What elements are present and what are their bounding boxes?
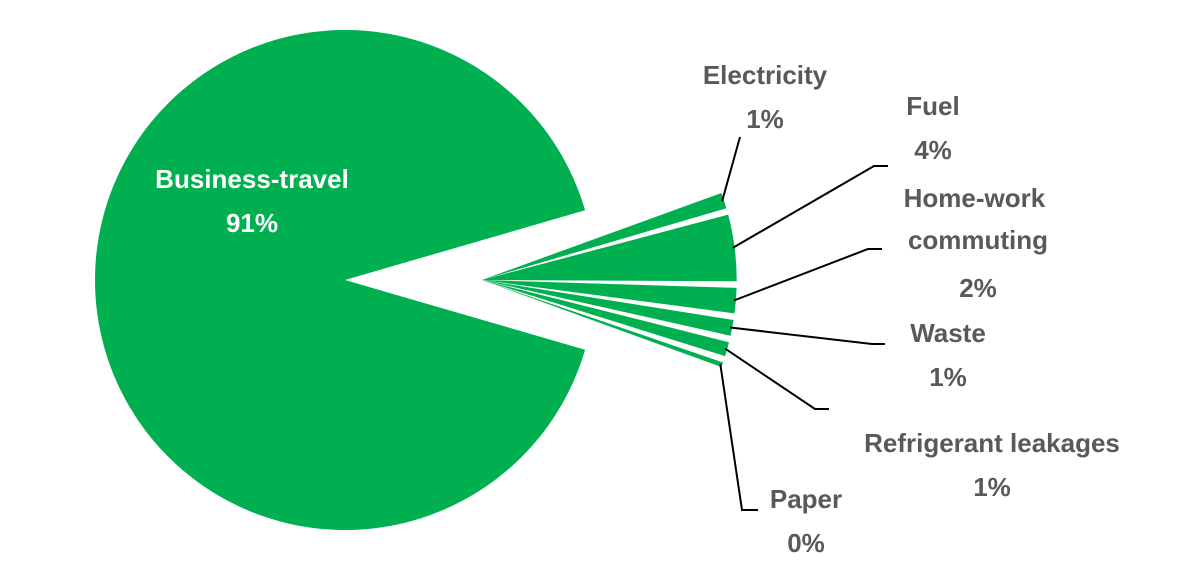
label-waste-percent: 1% [929,362,967,392]
label-waste: Waste 1% [910,318,986,392]
leader-line-paper [719,363,758,511]
slice-fuel [481,214,737,282]
leader-lines [719,136,888,511]
label-business-travel: Business-travel 91% [155,164,349,238]
label-business-travel-percent: 91% [226,208,278,238]
label-home-work-commuting: Home-work commuting 2% [904,183,1053,303]
slice-electricity [481,192,727,280]
leader-line-refrigerant-leakages [724,347,829,410]
label-refrigerant-leakages: Refrigerant leakages 1% [864,428,1120,502]
label-paper-name: Paper [770,484,842,514]
slice-waste [481,280,734,336]
slice-refrigerant-leakages [481,280,729,357]
pie-slices [94,29,737,531]
label-electricity-name: Electricity [703,60,828,90]
leader-line-home-work-commuting [733,248,882,302]
label-home-work-commuting-percent: 2% [959,273,997,303]
label-waste-name: Waste [910,318,986,348]
label-fuel: Fuel 4% [906,91,959,165]
leader-line-waste [730,326,885,345]
label-fuel-name: Fuel [906,91,959,121]
slice-paper [481,280,723,368]
leader-line-electricity [721,136,741,202]
label-paper: Paper 0% [770,484,842,558]
label-refrigerant-leakages-percent: 1% [973,472,1011,502]
label-refrigerant-leakages-name: Refrigerant leakages [864,428,1120,458]
label-electricity: Electricity 1% [703,60,828,134]
label-electricity-percent: 1% [746,104,784,134]
label-home-work-commuting-name: Home-work commuting [904,183,1053,255]
label-commuting-line: commuting [908,225,1048,255]
label-business-travel-name: Business-travel [155,164,349,194]
label-home-work-line: Home-work [904,183,1046,213]
label-fuel-percent: 4% [914,135,952,165]
slice-home-work-commuting [481,280,737,314]
slice-business-travel [94,29,586,531]
label-paper-percent: 0% [787,528,825,558]
leader-line-fuel [732,165,888,249]
